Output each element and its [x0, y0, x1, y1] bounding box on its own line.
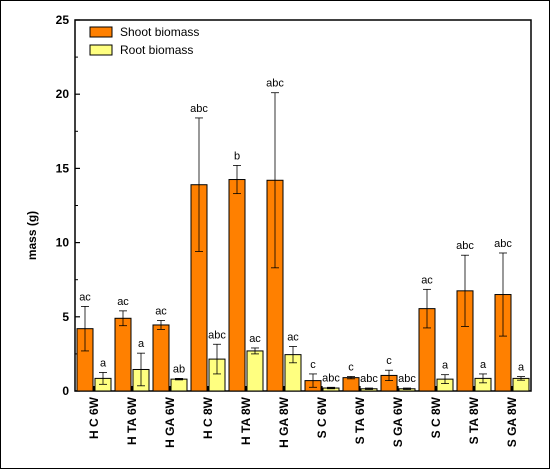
- significance-label: abc: [208, 329, 226, 341]
- significance-label: a: [518, 362, 525, 374]
- x-category-label: H C 8W: [201, 396, 215, 439]
- x-category-label: H TA 8W: [239, 396, 253, 445]
- significance-label: abc: [494, 238, 512, 250]
- significance-label: abc: [266, 78, 284, 90]
- significance-label: abc: [398, 373, 416, 385]
- shoot-bar: [228, 179, 246, 392]
- x-category-label: H C 6W: [87, 396, 101, 439]
- significance-label: a: [138, 338, 145, 350]
- significance-label: abc: [190, 103, 208, 115]
- legend-label: Root biomass: [120, 43, 193, 57]
- x-category-label: S GA 6W: [391, 396, 405, 447]
- root-bar: [246, 350, 264, 392]
- significance-label: a: [442, 360, 449, 372]
- root-bar: [170, 378, 188, 392]
- significance-label: abc: [456, 240, 474, 252]
- significance-label: a: [480, 359, 487, 371]
- y-tick-label: 10: [56, 236, 70, 250]
- x-category-label: S C 6W: [315, 396, 329, 438]
- significance-label: c: [310, 359, 316, 371]
- y-tick-label: 20: [56, 87, 70, 101]
- legend-swatch: [89, 26, 113, 38]
- significance-label: abc: [322, 372, 340, 384]
- y-tick-label: 0: [62, 384, 69, 398]
- x-category-label: S C 8W: [429, 396, 443, 438]
- x-category-label: H GA 8W: [277, 396, 291, 448]
- y-tick-label: 15: [56, 161, 70, 175]
- significance-label: ac: [287, 331, 299, 343]
- significance-label: c: [348, 361, 354, 373]
- significance-label: ac: [79, 291, 91, 303]
- legend-swatch: [89, 44, 113, 56]
- y-tick-label: 25: [56, 13, 70, 27]
- legend-label: Shoot biomass: [120, 25, 199, 39]
- significance-label: ab: [173, 363, 185, 375]
- significance-label: ac: [117, 296, 129, 308]
- x-category-label: S TA 8W: [467, 396, 481, 444]
- x-category-label: H GA 6W: [163, 396, 177, 448]
- significance-label: a: [100, 357, 107, 369]
- x-category-label: S TA 6W: [353, 396, 367, 444]
- significance-label: abc: [360, 373, 378, 385]
- significance-label: ac: [155, 306, 167, 318]
- shoot-bar: [152, 324, 170, 392]
- significance-label: ac: [249, 333, 261, 345]
- significance-label: ac: [421, 274, 433, 286]
- y-axis-title: mass (g): [25, 211, 39, 260]
- shoot-bar: [342, 377, 360, 392]
- x-category-label: S GA 8W: [505, 396, 519, 447]
- significance-label: b: [234, 150, 240, 162]
- y-tick-label: 5: [62, 310, 69, 324]
- shoot-bar: [114, 317, 132, 392]
- significance-label: c: [386, 355, 392, 367]
- x-category-label: H TA 6W: [125, 396, 139, 445]
